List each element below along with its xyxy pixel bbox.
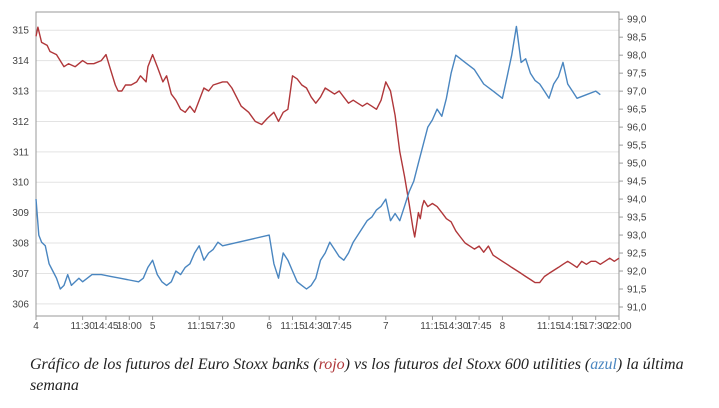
left-tick-label: 314 bbox=[12, 56, 29, 67]
x-tick-label: 17:30 bbox=[583, 321, 608, 332]
left-tick-label: 306 bbox=[12, 299, 29, 310]
x-tick-label: 5 bbox=[150, 321, 156, 332]
x-tick-label: 17:45 bbox=[327, 321, 352, 332]
chart-caption: Gráfico de los futuros del Euro Stoxx ba… bbox=[30, 354, 715, 396]
right-tick-label: 98,5 bbox=[627, 33, 647, 44]
left-tick-label: 307 bbox=[12, 269, 29, 280]
left-y-axis: 306 307 308 309 310 311 312 313 314 315 bbox=[12, 26, 29, 311]
stoxx-600-utilities-line bbox=[35, 25, 601, 290]
left-tick-label: 313 bbox=[12, 87, 29, 98]
right-tick-label: 91,0 bbox=[627, 303, 647, 314]
right-tick-label: 92,0 bbox=[627, 267, 647, 278]
right-tick-label: 97,5 bbox=[627, 69, 647, 80]
right-tick-label: 95,5 bbox=[627, 141, 647, 152]
x-tick-label: 8 bbox=[500, 321, 506, 332]
left-tick-label: 309 bbox=[12, 208, 29, 219]
caption-red-word: rojo bbox=[318, 356, 345, 373]
right-y-axis: 91,0 91,5 92,0 92,5 93,0 93,5 94,0 94,5 95,0 95,5… bbox=[619, 15, 647, 314]
x-tick-label: 14:15 bbox=[560, 321, 585, 332]
caption-blue-word: azul bbox=[590, 356, 617, 373]
chart-grid bbox=[36, 29, 619, 305]
right-tick-label: 94,0 bbox=[627, 195, 647, 206]
x-tick-label: 7 bbox=[383, 321, 389, 332]
right-tick-label: 92,5 bbox=[627, 249, 647, 260]
plot-frame bbox=[35, 11, 620, 317]
right-tick-label: 93,0 bbox=[627, 231, 647, 242]
chart-series bbox=[35, 25, 620, 290]
x-tick-label: 11:15 bbox=[187, 321, 212, 332]
x-tick-label: 22:00 bbox=[606, 321, 631, 332]
x-tick-label: 14:30 bbox=[303, 321, 328, 332]
x-tick-label: 11:15 bbox=[420, 321, 445, 332]
right-tick-label: 96,5 bbox=[627, 105, 647, 116]
caption-part-1: Gráfico de los futuros del Euro Stoxx ba… bbox=[30, 356, 319, 373]
right-tick-label: 94,5 bbox=[627, 177, 647, 188]
x-tick-label: 17:45 bbox=[467, 321, 492, 332]
right-tick-label: 91,5 bbox=[627, 285, 647, 296]
x-tick-label: 14:45 bbox=[93, 321, 118, 332]
left-tick-label: 310 bbox=[12, 178, 29, 189]
right-tick-label: 95,0 bbox=[627, 159, 647, 170]
left-tick-label: 311 bbox=[13, 147, 29, 158]
x-tick-label: 11:30 bbox=[70, 321, 95, 332]
right-tick-label: 96,0 bbox=[627, 123, 647, 134]
left-tick-label: 312 bbox=[12, 117, 29, 128]
x-tick-label: 6 bbox=[266, 321, 272, 332]
right-tick-label: 99,0 bbox=[627, 15, 647, 26]
caption-part-2: ) vs los futuros del Stoxx 600 utilities… bbox=[344, 356, 591, 373]
x-tick-label: 14:30 bbox=[443, 321, 468, 332]
x-tick-label: 18:00 bbox=[117, 321, 142, 332]
euro-stoxx-banks-line bbox=[35, 26, 620, 284]
right-tick-label: 93,5 bbox=[627, 213, 647, 224]
left-tick-label: 315 bbox=[12, 26, 29, 37]
x-tick-label: 4 bbox=[33, 321, 39, 332]
x-tick-label: 11:15 bbox=[537, 321, 562, 332]
caption-part-3: ) la última semana bbox=[30, 356, 684, 394]
left-tick-label: 308 bbox=[12, 239, 29, 250]
right-tick-label: 98,0 bbox=[627, 51, 647, 62]
x-tick-label: 17:30 bbox=[210, 321, 235, 332]
x-tick-label: 11:15 bbox=[280, 321, 305, 332]
right-tick-label: 97,0 bbox=[627, 87, 647, 98]
